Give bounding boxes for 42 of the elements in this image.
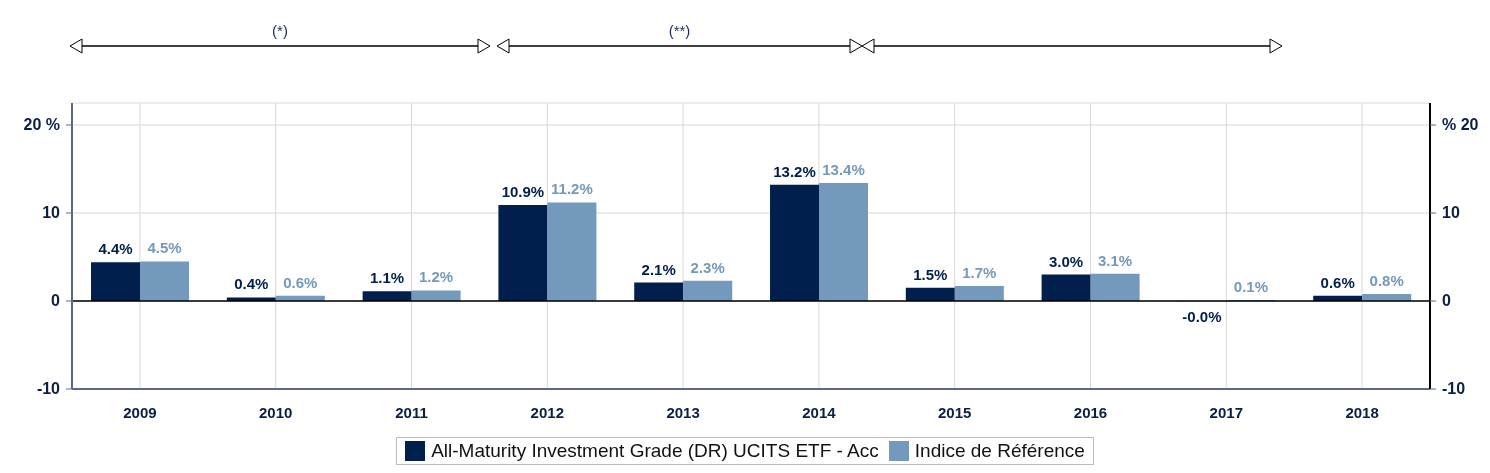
y2-tick-label: % 20 [1442,116,1479,133]
x-tick-label: 2010 [259,403,293,421]
legend-label: All-Maturity Investment Grade (DR) UCITS ETF - Acc [430,440,879,462]
data-label: 1.7% [962,264,997,282]
y-tick-label: -10 [36,380,61,397]
x-tick-label: 2018 [1345,403,1379,421]
y-tick-label: 20 % [23,116,60,133]
x-tick-label: 2013 [666,403,700,421]
x-tick-label: 2017 [1209,403,1243,421]
data-label: 0.8% [1369,271,1404,289]
data-label: 3.1% [1098,251,1133,269]
x-tick-label: 2009 [123,403,157,421]
data-label: -0.0% [1182,307,1222,325]
data-label: 0.6% [1320,273,1355,291]
data-label: 13.2% [773,162,816,180]
data-label: 1.2% [419,268,454,286]
data-label: 0.1% [1233,278,1269,296]
x-tick-label: 2012 [530,403,564,421]
data-label: 4.5% [147,239,182,257]
y2-tick-label: -10 [1442,380,1466,397]
data-label: 1.1% [370,269,405,287]
x-tick-label: 2011 [395,403,428,421]
data-label: 0.6% [283,273,318,291]
text: (**) [668,22,691,39]
legend-label: Indice de Référence [913,440,1085,462]
text: (*) [272,22,288,39]
data-label: 11.2% [551,180,593,198]
data-label: 4.4% [98,240,133,258]
x-tick-label: 2015 [938,403,972,421]
y2-tick-label: 0 [1442,292,1451,309]
data-label: 1.5% [913,265,948,283]
data-label: 10.9% [501,183,545,201]
y-tick-label: 0 [51,292,61,309]
data-label: 2.3% [690,258,725,276]
y-tick-label: 10 [42,204,61,221]
x-tick-label: 2014 [802,403,837,421]
data-label: 2.1% [641,260,676,278]
data-label: 3.0% [1049,252,1084,270]
x-tick-label: 2016 [1073,403,1108,421]
y2-tick-label: 10 [1442,204,1460,221]
data-label: 13.4% [822,161,865,179]
data-label: 0.4% [234,275,269,293]
